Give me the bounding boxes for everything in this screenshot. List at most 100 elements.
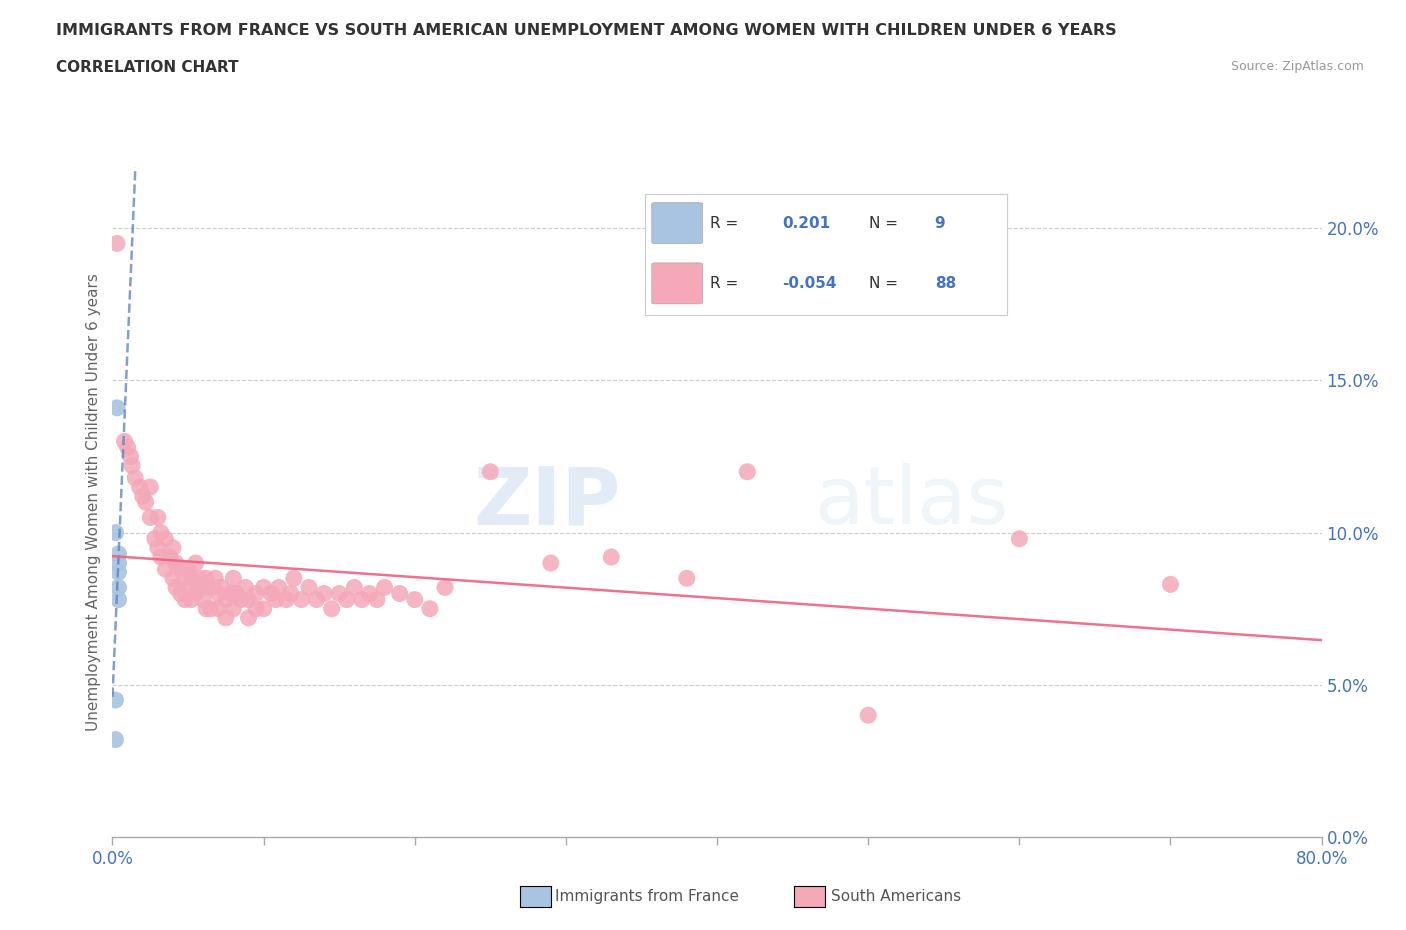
Point bbox=[419, 602, 441, 617]
Text: 88: 88 bbox=[935, 276, 956, 291]
Point bbox=[135, 495, 157, 510]
Point bbox=[207, 602, 229, 617]
FancyBboxPatch shape bbox=[652, 263, 703, 304]
Point bbox=[120, 449, 142, 464]
Point bbox=[856, 708, 880, 723]
Point bbox=[433, 580, 456, 595]
Point bbox=[280, 586, 302, 601]
Text: atlas: atlas bbox=[814, 463, 1008, 541]
Point bbox=[162, 540, 184, 555]
Point bbox=[225, 586, 247, 601]
Point bbox=[107, 565, 129, 579]
Point bbox=[174, 592, 197, 607]
Point bbox=[298, 580, 321, 595]
Point bbox=[404, 592, 426, 607]
Point bbox=[238, 610, 260, 625]
Point bbox=[264, 592, 287, 607]
Point bbox=[276, 592, 298, 607]
Text: ZIP: ZIP bbox=[472, 463, 620, 541]
Point bbox=[169, 562, 191, 577]
Point bbox=[222, 571, 245, 586]
Point bbox=[191, 580, 214, 595]
Point bbox=[359, 586, 381, 601]
Point bbox=[143, 531, 166, 546]
Point bbox=[146, 510, 169, 525]
Point bbox=[737, 464, 759, 479]
Point bbox=[117, 440, 139, 455]
Text: -0.054: -0.054 bbox=[782, 276, 837, 291]
Point bbox=[146, 540, 169, 555]
Point bbox=[104, 732, 127, 747]
Point bbox=[200, 580, 222, 595]
Point bbox=[128, 480, 150, 495]
Point bbox=[107, 547, 129, 562]
Point bbox=[180, 592, 202, 607]
Point bbox=[149, 550, 172, 565]
Point bbox=[124, 471, 146, 485]
Point bbox=[215, 610, 238, 625]
Text: 9: 9 bbox=[935, 216, 945, 231]
Point bbox=[200, 602, 222, 617]
Point bbox=[132, 488, 155, 503]
Point bbox=[600, 550, 623, 565]
Point bbox=[374, 580, 396, 595]
Point bbox=[253, 580, 276, 595]
Point bbox=[107, 580, 129, 595]
Point bbox=[188, 571, 211, 586]
Point bbox=[177, 580, 200, 595]
Point bbox=[162, 571, 184, 586]
Point bbox=[245, 586, 267, 601]
Point bbox=[229, 592, 252, 607]
Point bbox=[267, 580, 290, 595]
Text: R =: R = bbox=[710, 216, 738, 231]
Point bbox=[207, 586, 229, 601]
Point bbox=[283, 571, 305, 586]
Point bbox=[107, 592, 129, 607]
Point bbox=[204, 571, 226, 586]
Point bbox=[155, 531, 177, 546]
Point bbox=[245, 602, 267, 617]
Point bbox=[114, 434, 136, 449]
Point bbox=[165, 580, 187, 595]
Point bbox=[314, 586, 336, 601]
Point bbox=[479, 464, 502, 479]
Point bbox=[260, 586, 283, 601]
Point bbox=[107, 555, 129, 570]
Point bbox=[139, 480, 162, 495]
Point bbox=[195, 602, 218, 617]
Text: South Americans: South Americans bbox=[831, 889, 962, 904]
Point bbox=[121, 458, 143, 473]
Point bbox=[169, 586, 191, 601]
Point bbox=[191, 592, 214, 607]
Point bbox=[222, 602, 245, 617]
FancyBboxPatch shape bbox=[652, 203, 703, 244]
Point bbox=[1008, 531, 1031, 546]
Point bbox=[165, 555, 187, 570]
Point bbox=[219, 586, 242, 601]
Point bbox=[366, 592, 388, 607]
Point bbox=[328, 586, 350, 601]
Text: R =: R = bbox=[710, 276, 738, 291]
Point bbox=[174, 571, 197, 586]
Text: Immigrants from France: Immigrants from France bbox=[555, 889, 740, 904]
Text: 0.201: 0.201 bbox=[782, 216, 831, 231]
Point bbox=[238, 592, 260, 607]
Point bbox=[195, 571, 218, 586]
Point bbox=[321, 602, 343, 617]
Point bbox=[139, 510, 162, 525]
Point bbox=[105, 401, 128, 416]
Point bbox=[215, 592, 238, 607]
Text: Source: ZipAtlas.com: Source: ZipAtlas.com bbox=[1230, 60, 1364, 73]
Point bbox=[184, 586, 207, 601]
Y-axis label: Unemployment Among Women with Children Under 6 years: Unemployment Among Women with Children U… bbox=[86, 273, 101, 731]
Point bbox=[180, 571, 202, 586]
Point bbox=[235, 580, 257, 595]
Point bbox=[177, 562, 200, 577]
Point bbox=[290, 592, 312, 607]
Point bbox=[104, 693, 127, 708]
Point bbox=[343, 580, 366, 595]
Point bbox=[305, 592, 328, 607]
Point bbox=[149, 525, 172, 540]
Point bbox=[104, 525, 127, 540]
Point bbox=[675, 571, 697, 586]
